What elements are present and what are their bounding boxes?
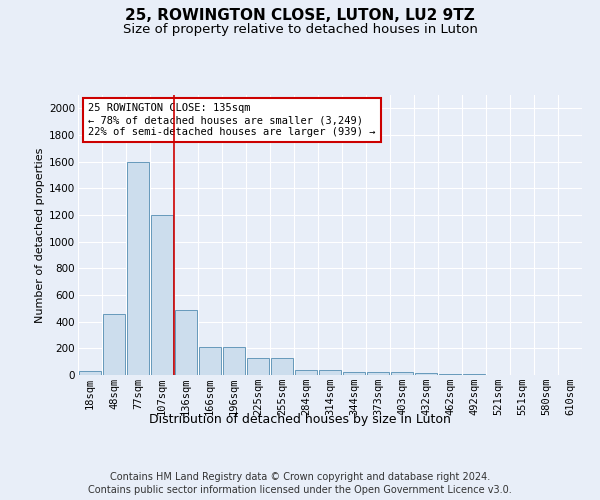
Bar (295, 370, 317, 375)
Bar (367, 372, 389, 375)
Bar (223, 347, 245, 375)
Bar (247, 358, 269, 375)
Text: 25, ROWINGTON CLOSE, LUTON, LU2 9TZ: 25, ROWINGTON CLOSE, LUTON, LU2 9TZ (125, 8, 475, 22)
Bar (175, 310, 197, 375)
Text: Contains HM Land Registry data © Crown copyright and database right 2024.: Contains HM Land Registry data © Crown c… (110, 472, 490, 482)
Text: 25 ROWINGTON CLOSE: 135sqm
← 78% of detached houses are smaller (3,249)
22% of s: 25 ROWINGTON CLOSE: 135sqm ← 78% of deta… (88, 104, 376, 136)
Bar (319, 370, 341, 375)
Bar (127, 162, 149, 375)
Bar (103, 314, 125, 375)
Bar (199, 347, 221, 375)
Bar (79, 371, 101, 375)
Y-axis label: Number of detached properties: Number of detached properties (35, 148, 45, 322)
Bar (463, 374, 485, 375)
Bar (415, 373, 437, 375)
Bar (151, 215, 173, 375)
Text: Size of property relative to detached houses in Luton: Size of property relative to detached ho… (122, 22, 478, 36)
Text: Distribution of detached houses by size in Luton: Distribution of detached houses by size … (149, 412, 451, 426)
Bar (391, 372, 413, 375)
Bar (343, 372, 365, 375)
Bar (271, 358, 293, 375)
Bar (439, 374, 461, 375)
Text: Contains public sector information licensed under the Open Government Licence v3: Contains public sector information licen… (88, 485, 512, 495)
